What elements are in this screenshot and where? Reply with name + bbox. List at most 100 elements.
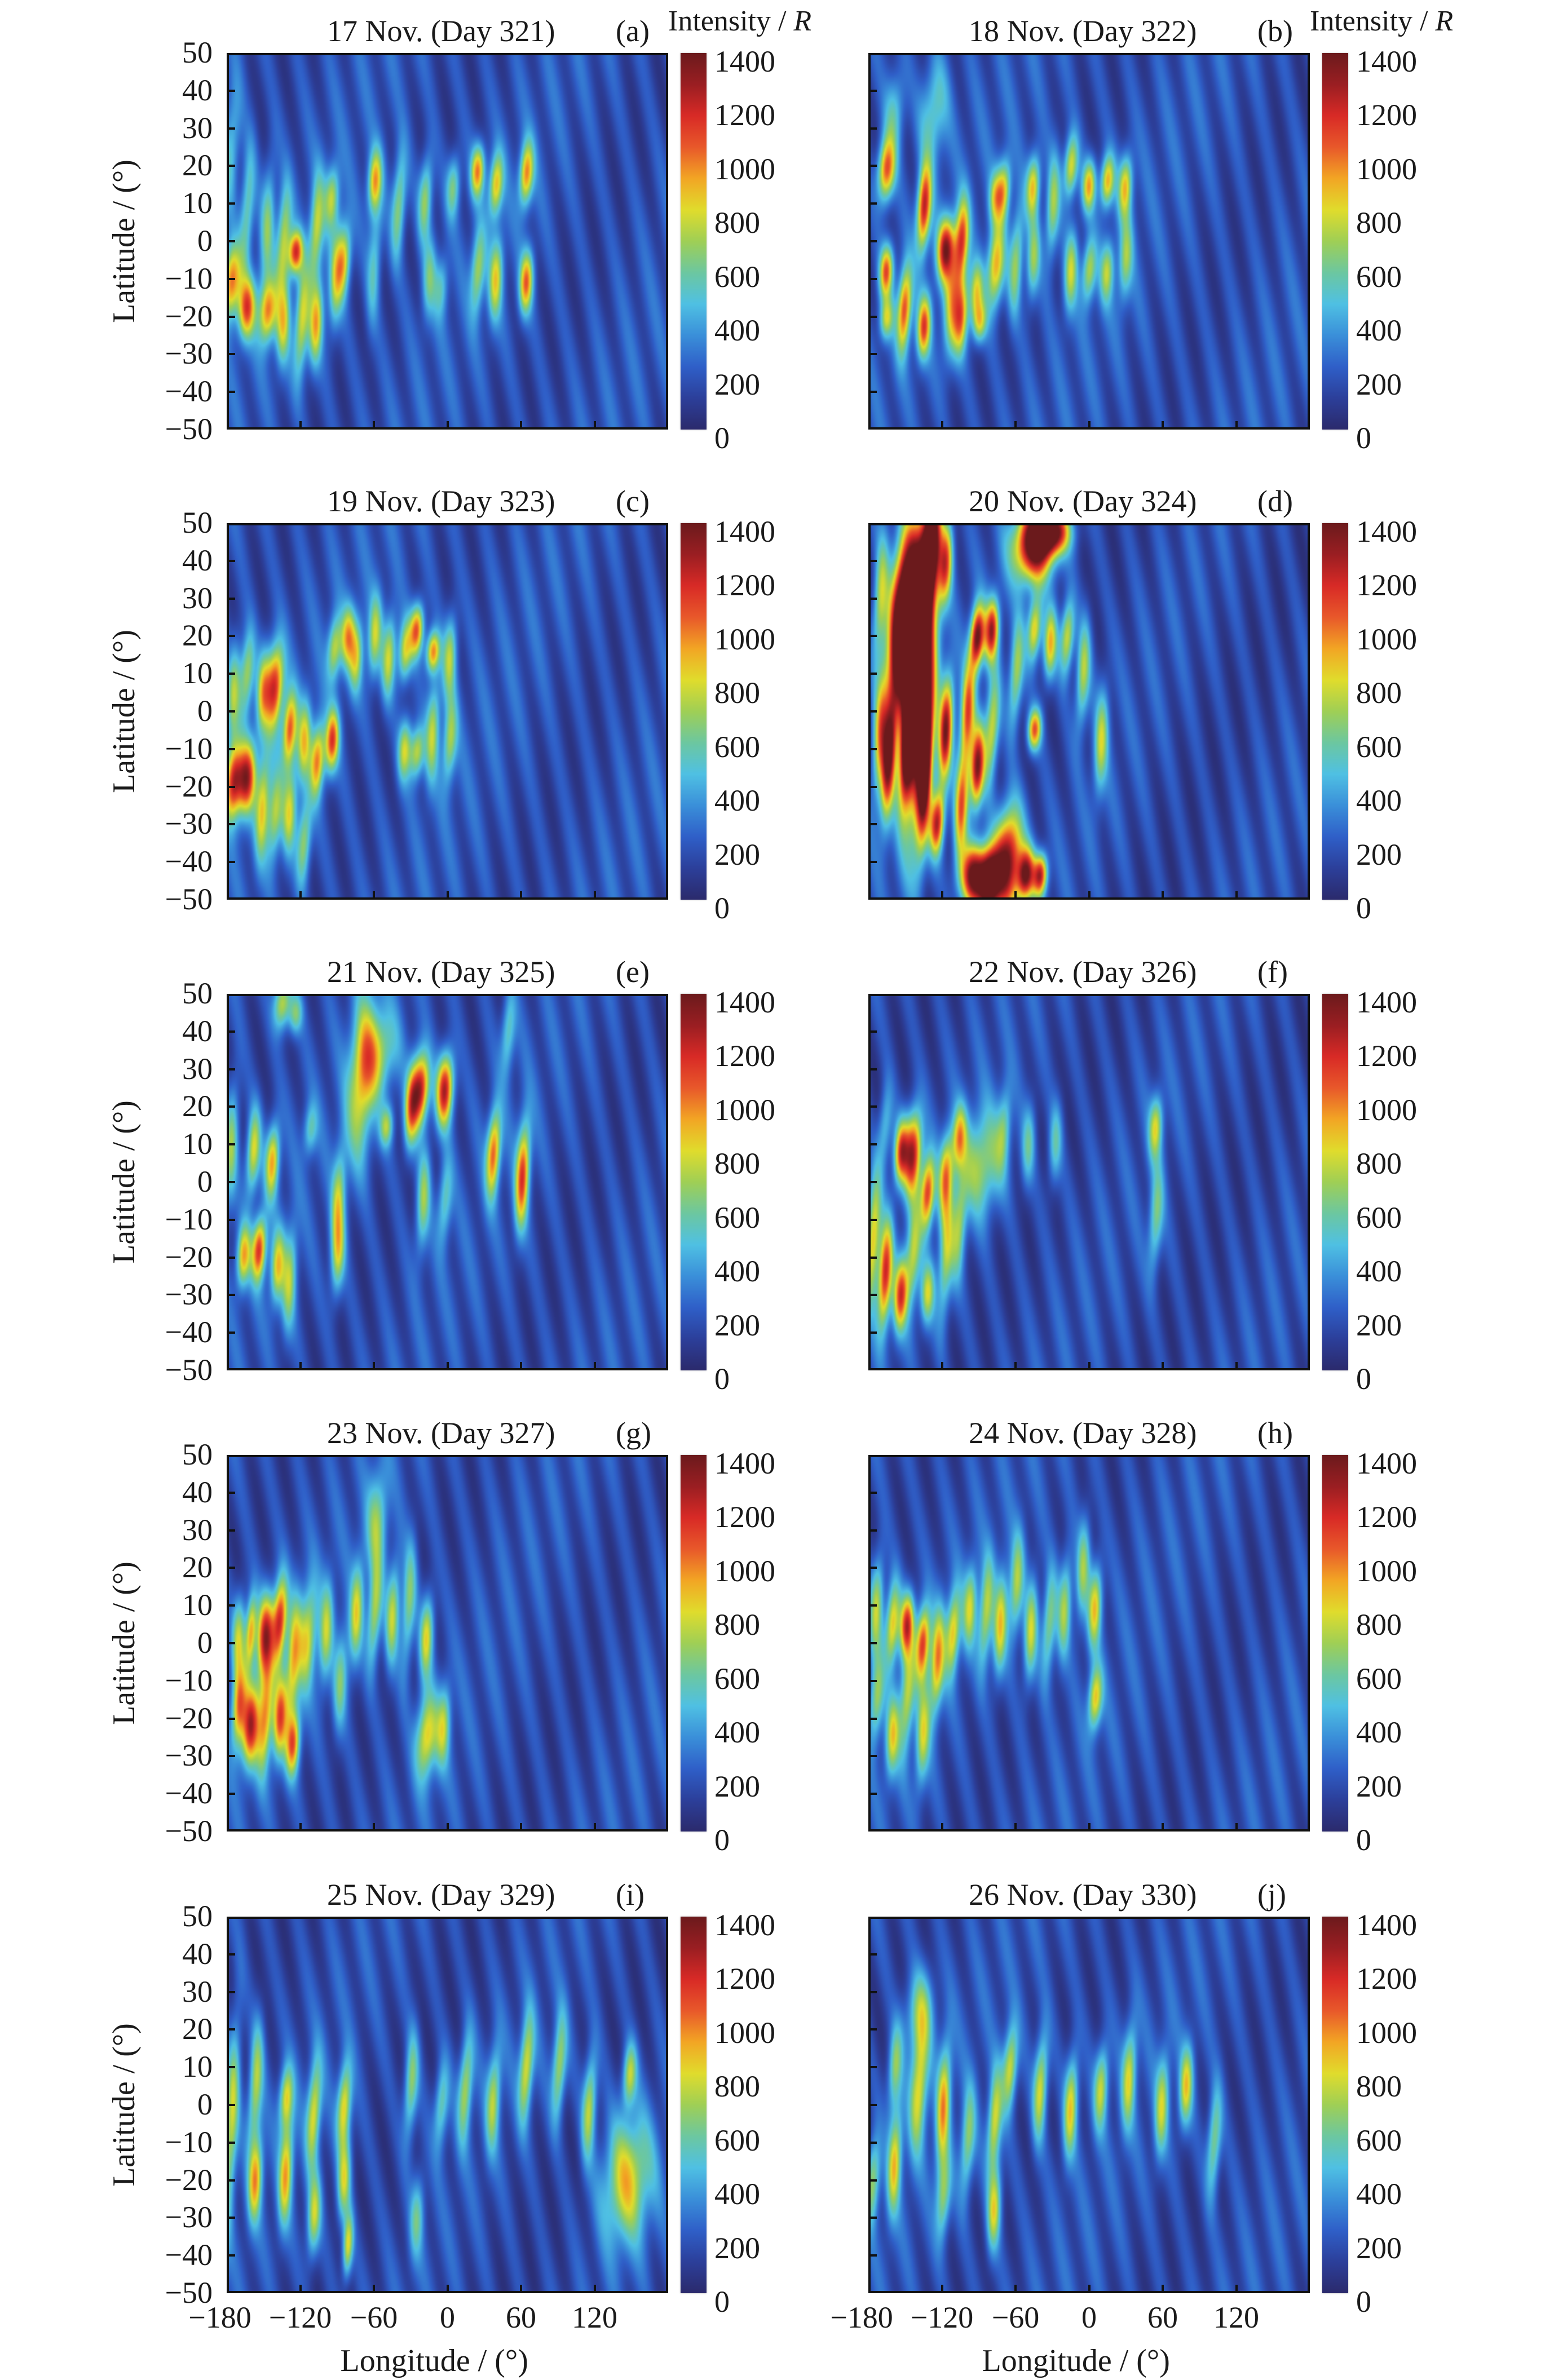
panel-title: 22 Nov. (Day 326) <box>969 955 1197 989</box>
colorbar <box>681 53 707 430</box>
y-tick-mark <box>229 861 235 864</box>
y-tick-mark <box>871 785 877 788</box>
y-tick-mark <box>229 353 235 356</box>
y-tick-mark <box>871 240 877 242</box>
heatmap <box>871 55 1308 427</box>
y-tick-mark <box>871 1717 877 1720</box>
colorbar-title-unit: R <box>1435 5 1454 37</box>
colorbar-tick-label: 1200 <box>1356 568 1417 603</box>
y-tick-mark <box>229 597 235 600</box>
colorbar-tick-label: 200 <box>714 837 760 872</box>
colorbar <box>1322 1917 1348 2293</box>
y-tick-label: 50 <box>182 506 213 539</box>
y-tick-label: −10 <box>165 2125 213 2159</box>
y-tick-mark <box>871 315 877 318</box>
colorbar-tick-label: 1000 <box>714 2015 775 2050</box>
y-tick-mark <box>229 559 235 562</box>
y-tick-mark <box>871 2028 877 2031</box>
y-tick-mark <box>229 1030 235 1033</box>
colorbar-tick-label: 200 <box>714 367 760 401</box>
heatmap-plot <box>227 1917 668 2293</box>
x-axis-label: Longitude / (°) <box>982 2343 1170 2378</box>
colorbar-tick-label: 1200 <box>714 568 775 603</box>
x-tick-label: −60 <box>350 2301 398 2334</box>
x-tick-mark <box>446 1362 449 1368</box>
y-tick-mark <box>871 1143 877 1146</box>
y-tick-label: −50 <box>165 412 213 446</box>
colorbar-tick-label: 400 <box>1356 313 1402 348</box>
heatmap <box>871 525 1308 897</box>
y-tick-mark <box>871 635 877 638</box>
x-tick-mark <box>1235 2285 1238 2291</box>
colorbar <box>1322 994 1348 1370</box>
heatmap <box>229 55 666 427</box>
heatmap-plot <box>868 523 1310 900</box>
heatmap <box>871 996 1308 1368</box>
y-tick-mark <box>229 1294 235 1297</box>
y-tick-label: −50 <box>165 882 213 916</box>
y-tick-mark <box>871 1990 877 1993</box>
y-tick-mark <box>229 240 235 242</box>
heatmap-plot <box>868 994 1310 1370</box>
x-tick-label: 0 <box>440 2301 455 2334</box>
heatmap-plot <box>227 53 668 430</box>
y-tick-mark <box>229 277 235 280</box>
colorbar-tick-label: 1400 <box>1356 1908 1417 1942</box>
colorbar-tick-label: 400 <box>714 1715 760 1750</box>
y-tick-mark <box>871 353 877 356</box>
x-tick-mark <box>1014 2285 1017 2291</box>
colorbar-tick-label: 400 <box>1356 1254 1402 1289</box>
colorbar-tick-label: 0 <box>1356 1823 1371 1857</box>
x-tick-mark <box>446 2285 449 2291</box>
x-tick-mark <box>593 421 596 427</box>
y-tick-mark <box>871 1256 877 1259</box>
colorbar-tick-label: 0 <box>714 1823 730 1857</box>
colorbar-tick-label: 800 <box>1356 1147 1402 1181</box>
heatmap <box>871 1457 1308 1829</box>
colorbar-tick-label: 0 <box>1356 891 1371 925</box>
colorbar-tick-label: 0 <box>714 1362 730 1396</box>
y-tick-mark <box>871 2141 877 2144</box>
y-tick-label: 50 <box>182 36 213 69</box>
x-tick-mark <box>1162 1823 1164 1829</box>
y-tick-mark <box>871 1793 877 1795</box>
y-tick-mark <box>871 823 877 826</box>
y-tick-mark <box>229 1181 235 1183</box>
colorbar-title: Intensity / R <box>668 7 811 36</box>
y-tick-label: −30 <box>165 2200 213 2235</box>
y-tick-label: 30 <box>182 1512 213 1547</box>
colorbar-tick-label: 1000 <box>714 1092 775 1127</box>
y-tick-mark <box>229 2104 235 2106</box>
y-tick-mark <box>871 2104 877 2106</box>
y-tick-mark <box>229 1567 235 1569</box>
y-tick-label: 10 <box>182 2050 213 2084</box>
y-tick-mark <box>229 1990 235 1993</box>
y-tick-mark <box>229 2141 235 2144</box>
y-tick-label: −30 <box>165 1738 213 1773</box>
colorbar-tick-label: 1200 <box>714 1500 775 1534</box>
x-tick-mark <box>1014 421 1017 427</box>
y-tick-label: 20 <box>182 1089 213 1123</box>
x-tick-label: 0 <box>1081 2301 1097 2334</box>
x-tick-mark <box>1088 1362 1091 1368</box>
y-tick-mark <box>871 165 877 167</box>
colorbar <box>1322 523 1348 900</box>
colorbar-tick-label: 0 <box>714 2285 730 2319</box>
y-tick-mark <box>871 391 877 393</box>
y-tick-mark <box>229 1105 235 1108</box>
x-tick-mark <box>1088 2285 1091 2291</box>
panel-title: 21 Nov. (Day 325) <box>327 955 555 989</box>
y-tick-mark <box>229 1256 235 1259</box>
y-tick-mark <box>871 1181 877 1183</box>
x-tick-mark <box>520 421 522 427</box>
colorbar-title-text: Intensity / <box>668 5 794 37</box>
heatmap-plot <box>227 1455 668 1832</box>
y-tick-mark <box>871 673 877 675</box>
y-tick-mark <box>871 89 877 92</box>
y-tick-label: −40 <box>165 844 213 879</box>
colorbar <box>681 1455 707 1832</box>
y-tick-mark <box>871 1642 877 1644</box>
panel-letter: (h) <box>1257 1416 1293 1450</box>
x-tick-mark <box>373 1362 375 1368</box>
x-tick-mark <box>446 1823 449 1829</box>
